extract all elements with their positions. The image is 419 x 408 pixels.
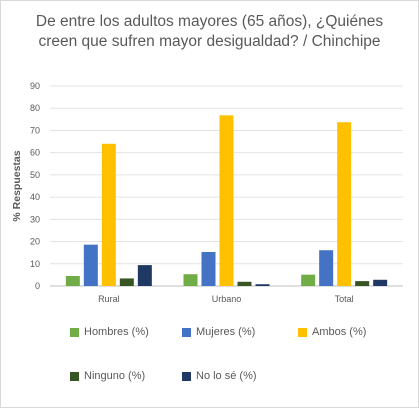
y-axis-ticks: 0 10 20 30 40 50 60 70 80 90 — [30, 81, 40, 291]
y-tick-label: 40 — [30, 192, 40, 202]
legend-swatch — [70, 371, 79, 381]
x-tick-label: Urbano — [212, 294, 242, 304]
y-tick-label: 90 — [30, 81, 40, 91]
legend-swatch — [298, 327, 307, 337]
bar — [373, 279, 388, 286]
legend-label: No lo sé (%) — [196, 370, 257, 382]
legend-item-hombres: Hombres (%) — [70, 326, 149, 338]
legend-item-ambos: Ambos (%) — [298, 326, 366, 338]
bar — [101, 143, 116, 286]
legend-label: Hombres (%) — [84, 326, 149, 338]
legend-swatch — [182, 371, 191, 381]
x-axis-ticks: Rural Urbano Total — [98, 294, 354, 304]
legend-label: Ambos (%) — [312, 326, 367, 338]
chart-title-line-2: creen que sufren mayor desigualdad? / Ch… — [38, 33, 381, 50]
y-tick-label: 30 — [30, 214, 40, 224]
bar — [319, 250, 334, 286]
bar — [301, 274, 316, 286]
x-tick-label: Total — [335, 294, 354, 304]
bar — [255, 284, 270, 286]
y-tick-label: 80 — [30, 103, 40, 113]
bar — [355, 281, 370, 286]
y-axis-label: % Respuestas — [11, 150, 23, 221]
x-tick-label: Rural — [98, 294, 120, 304]
bars — [65, 115, 388, 286]
chart-title: De entre los adultos mayores (65 años), … — [0, 12, 419, 52]
bar — [201, 252, 216, 286]
chart-title-line-1: De entre los adultos mayores (65 años), … — [35, 13, 384, 30]
legend-label: Ninguno (%) — [84, 370, 146, 382]
bar — [137, 265, 152, 286]
legend-item-ninguno: Ninguno (%) — [70, 370, 145, 382]
y-tick-label: 0 — [35, 281, 40, 291]
legend-item-no-lo-se: No lo sé (%) — [182, 370, 257, 382]
bar — [219, 115, 234, 286]
bar — [237, 281, 252, 286]
bar — [83, 244, 98, 286]
bar — [183, 274, 198, 286]
bar — [337, 122, 352, 286]
legend-item-mujeres: Mujeres (%) — [182, 326, 255, 338]
legend-swatch — [70, 327, 79, 337]
bar — [119, 278, 134, 286]
y-tick-label: 70 — [30, 125, 40, 135]
bar — [65, 276, 80, 286]
y-tick-label: 60 — [30, 148, 40, 158]
y-tick-label: 10 — [30, 259, 40, 269]
y-tick-label: 50 — [30, 170, 40, 180]
y-tick-label: 20 — [30, 237, 40, 247]
legend-swatch — [182, 327, 191, 337]
legend-label: Mujeres (%) — [196, 326, 256, 338]
